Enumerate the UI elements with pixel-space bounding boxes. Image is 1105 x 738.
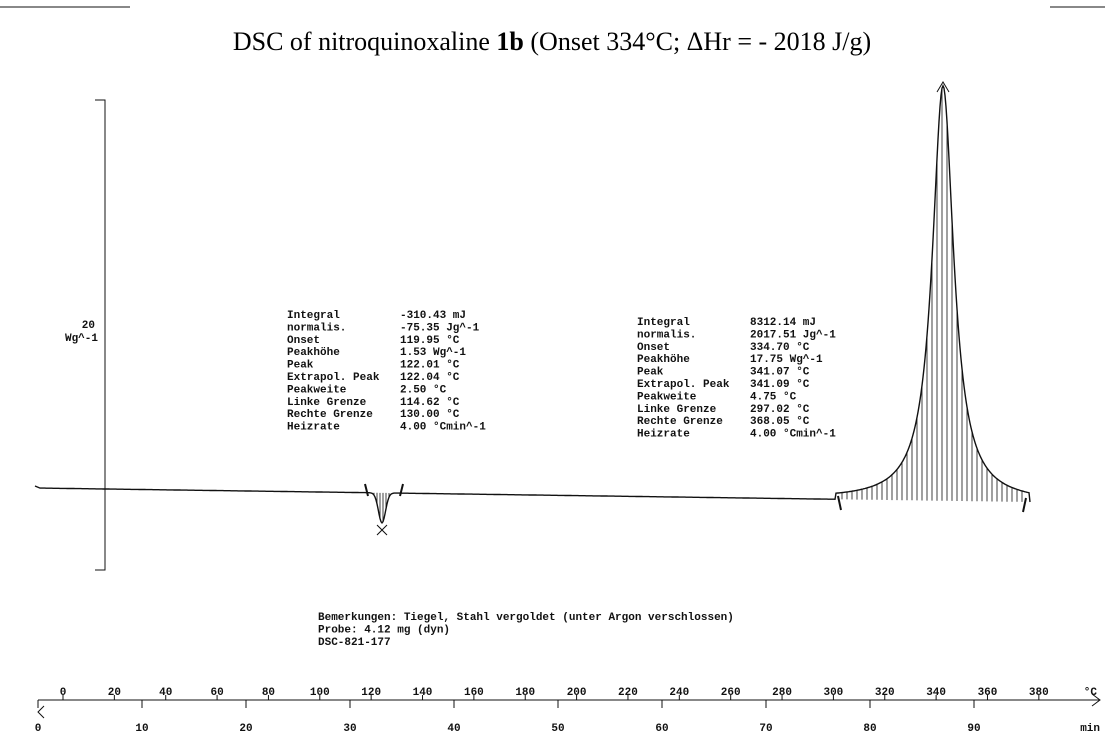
peak-hatch <box>370 88 1023 522</box>
remark: Probe: 4.12 mg (dyn) <box>318 625 450 637</box>
param-value: 4.75 °C <box>750 391 797 403</box>
param-value: 297.02 °C <box>750 404 810 416</box>
param-value: 334.70 °C <box>750 342 810 354</box>
scale-bar <box>95 99 106 571</box>
param-label: Integral <box>287 310 340 322</box>
time-tick-label: 30 <box>343 723 356 735</box>
time-unit: min <box>1080 723 1100 735</box>
param-label: Peakweite <box>287 384 347 396</box>
dip-marker <box>376 524 388 536</box>
temp-tick-label: 240 <box>669 687 689 699</box>
temp-tick-label: 220 <box>618 687 638 699</box>
param-value: 341.07 °C <box>750 367 810 379</box>
time-tick-label: 90 <box>967 723 980 735</box>
param-label: Peakhöhe <box>287 347 340 359</box>
temp-tick-label: 300 <box>823 687 843 699</box>
param-label: Heizrate <box>637 429 690 441</box>
time-tick-label: 0 <box>35 723 42 735</box>
param-label: Extrapol. Peak <box>637 379 730 391</box>
param-label: Peakhöhe <box>637 354 690 366</box>
param-label: Rechte Grenze <box>287 409 373 421</box>
remark: Bemerkungen: Tiegel, Stahl vergoldet (un… <box>318 612 734 624</box>
temp-tick-label: 80 <box>262 687 275 699</box>
param-value: 1.53 Wg^-1 <box>400 347 466 359</box>
temp-tick-label: 200 <box>567 687 587 699</box>
param-label: Onset <box>287 335 320 347</box>
param-value: 368.05 °C <box>750 416 810 428</box>
time-tick-label: 70 <box>759 723 772 735</box>
temp-tick-label: 120 <box>361 687 381 699</box>
temp-unit: °C <box>1084 687 1098 699</box>
scale-unit: Wg^-1 <box>65 333 98 345</box>
limit-markers <box>364 483 1027 513</box>
param-value: 114.62 °C <box>400 397 460 409</box>
param-value: 122.04 °C <box>400 372 460 384</box>
param-value: 130.00 °C <box>400 409 460 421</box>
time-tick-label: 20 <box>239 723 252 735</box>
param-value: -310.43 mJ <box>400 310 466 322</box>
param-value: 8312.14 mJ <box>750 317 816 329</box>
time-tick-label: 60 <box>655 723 668 735</box>
time-tick-label: 80 <box>863 723 876 735</box>
temp-tick-label: 180 <box>515 687 535 699</box>
peak-arrow <box>936 81 950 93</box>
param-value: 4.00 °Cmin^-1 <box>400 422 486 434</box>
param-label: Onset <box>637 342 670 354</box>
param-value: 341.09 °C <box>750 379 810 391</box>
param-label: Rechte Grenze <box>637 416 723 428</box>
param-label: Extrapol. Peak <box>287 372 380 384</box>
param-label: Heizrate <box>287 422 340 434</box>
param-label: Peakweite <box>637 391 697 403</box>
chart-title: DSC of nitroquinoxaline 1b (Onset 334°C;… <box>233 27 871 56</box>
temp-tick-label: 160 <box>464 687 484 699</box>
temp-tick-label: 0 <box>60 687 67 699</box>
param-label: Peak <box>637 367 664 379</box>
param-value: 2017.51 Jg^-1 <box>750 329 836 341</box>
axis-arrow <box>1091 693 1101 707</box>
temp-tick-label: 20 <box>108 687 121 699</box>
temp-tick-label: 140 <box>413 687 433 699</box>
temp-tick-label: 100 <box>310 687 330 699</box>
param-label: Linke Grenze <box>637 404 717 416</box>
param-value: 2.50 °C <box>400 384 447 396</box>
param-label: Peak <box>287 360 314 372</box>
temp-tick-label: 280 <box>772 687 792 699</box>
temp-tick-label: 380 <box>1029 687 1049 699</box>
temp-tick-label: 60 <box>210 687 223 699</box>
scale-value: 20 <box>82 320 95 332</box>
time-tick-label: 40 <box>447 723 460 735</box>
remark: DSC-821-177 <box>318 637 391 649</box>
param-value: 122.01 °C <box>400 360 460 372</box>
dsc-curve <box>34 83 1031 524</box>
time-tick-label: 10 <box>135 723 148 735</box>
param-value: 119.95 °C <box>400 335 460 347</box>
param-value: -75.35 Jg^-1 <box>400 322 480 334</box>
temp-tick-label: 40 <box>159 687 172 699</box>
temp-tick-label: 360 <box>978 687 998 699</box>
param-label: Integral <box>637 317 690 329</box>
temp-tick-label: 320 <box>875 687 895 699</box>
axis-arrow <box>37 705 45 719</box>
temp-tick-label: 260 <box>721 687 741 699</box>
time-tick-label: 50 <box>551 723 564 735</box>
param-value: 4.00 °Cmin^-1 <box>750 429 836 441</box>
param-label: normalis. <box>637 329 696 341</box>
param-label: Linke Grenze <box>287 397 367 409</box>
param-value: 17.75 Wg^-1 <box>750 354 823 366</box>
param-label: normalis. <box>287 322 346 334</box>
temp-tick-label: 340 <box>926 687 946 699</box>
